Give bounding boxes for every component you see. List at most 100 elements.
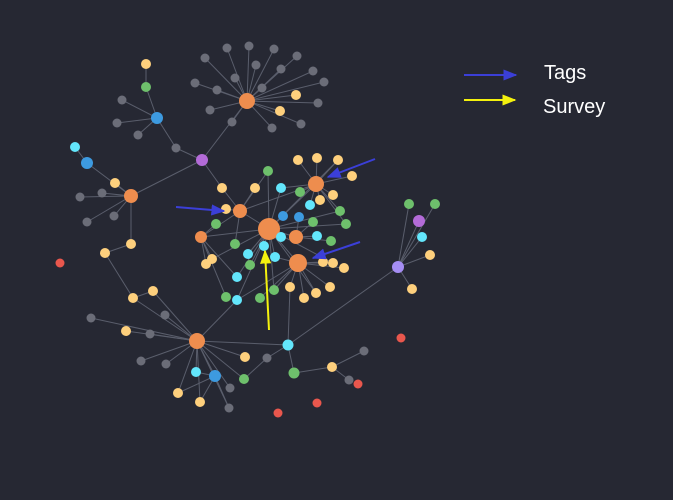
grey-node[interactable] xyxy=(257,83,267,93)
tag-node[interactable] xyxy=(126,239,136,249)
hub-node[interactable] xyxy=(189,333,205,349)
grey-node[interactable] xyxy=(161,359,171,369)
tag-node[interactable] xyxy=(285,282,295,292)
purple-node[interactable] xyxy=(196,154,208,166)
tag-node[interactable] xyxy=(299,293,309,303)
grey-node[interactable] xyxy=(109,211,119,221)
grey-node[interactable] xyxy=(344,375,354,385)
hub-node[interactable] xyxy=(239,93,255,109)
tag-node[interactable] xyxy=(315,195,325,205)
cyan-node[interactable] xyxy=(259,241,269,251)
cyan-node[interactable] xyxy=(417,232,427,242)
tag-node[interactable] xyxy=(195,397,205,407)
green-node[interactable] xyxy=(221,292,231,302)
tag-node[interactable] xyxy=(347,171,357,181)
green-node[interactable] xyxy=(404,199,414,209)
grey-node[interactable] xyxy=(267,123,277,133)
tag-node[interactable] xyxy=(141,59,151,69)
hub-node[interactable] xyxy=(289,254,307,272)
tag-node[interactable] xyxy=(333,155,343,165)
tag-node[interactable] xyxy=(240,352,250,362)
tag-node[interactable] xyxy=(318,257,328,267)
blue-node[interactable] xyxy=(151,112,163,124)
green-node[interactable] xyxy=(263,166,273,176)
grey-node[interactable] xyxy=(145,329,155,339)
grey-node[interactable] xyxy=(86,313,96,323)
blue-node[interactable] xyxy=(81,157,93,169)
red-node[interactable] xyxy=(396,333,406,343)
green-node[interactable] xyxy=(211,219,221,229)
green-node[interactable] xyxy=(341,219,351,229)
tag-node[interactable] xyxy=(325,282,335,292)
green-node[interactable] xyxy=(308,217,318,227)
grey-node[interactable] xyxy=(359,346,369,356)
hub-node[interactable] xyxy=(233,204,247,218)
tag-node[interactable] xyxy=(148,286,158,296)
grey-node[interactable] xyxy=(171,143,181,153)
grey-node[interactable] xyxy=(244,41,254,51)
grey-node[interactable] xyxy=(190,78,200,88)
grey-node[interactable] xyxy=(313,98,323,108)
grey-node[interactable] xyxy=(133,130,143,140)
tag-node[interactable] xyxy=(221,204,231,214)
cyan-node[interactable] xyxy=(232,272,242,282)
tag-node[interactable] xyxy=(250,183,260,193)
blue-node[interactable] xyxy=(294,212,304,222)
grey-node[interactable] xyxy=(112,118,122,128)
tag-node[interactable] xyxy=(121,326,131,336)
green-node[interactable] xyxy=(295,187,305,197)
grey-node[interactable] xyxy=(251,60,261,70)
green-node[interactable] xyxy=(288,367,300,379)
cyan-node[interactable] xyxy=(282,339,294,351)
grey-node[interactable] xyxy=(292,51,302,61)
grey-node[interactable] xyxy=(117,95,127,105)
green-node[interactable] xyxy=(245,260,255,270)
tag-node[interactable] xyxy=(110,178,120,188)
green-node[interactable] xyxy=(430,199,440,209)
grey-node[interactable] xyxy=(97,188,107,198)
tag-node[interactable] xyxy=(425,250,435,260)
tag-node[interactable] xyxy=(275,106,285,116)
grey-node[interactable] xyxy=(200,53,210,63)
green-node[interactable] xyxy=(141,82,151,92)
red-node[interactable] xyxy=(273,408,283,418)
tag-node[interactable] xyxy=(201,259,211,269)
blue-node[interactable] xyxy=(209,370,221,382)
cyan-node[interactable] xyxy=(243,249,253,259)
cyan-node[interactable] xyxy=(232,295,242,305)
grey-node[interactable] xyxy=(75,192,85,202)
grey-node[interactable] xyxy=(160,310,170,320)
grey-node[interactable] xyxy=(224,403,234,413)
tag-node[interactable] xyxy=(128,293,138,303)
tag-node[interactable] xyxy=(327,362,337,372)
green-node[interactable] xyxy=(269,285,279,295)
hub-node[interactable] xyxy=(124,189,138,203)
grey-node[interactable] xyxy=(225,383,235,393)
grey-node[interactable] xyxy=(222,43,232,53)
grey-node[interactable] xyxy=(269,44,279,54)
cyan-node[interactable] xyxy=(305,200,315,210)
grey-node[interactable] xyxy=(212,85,222,95)
tag-node[interactable] xyxy=(339,263,349,273)
grey-node[interactable] xyxy=(230,73,240,83)
tag-node[interactable] xyxy=(100,248,110,258)
grey-node[interactable] xyxy=(227,117,237,127)
grey-node[interactable] xyxy=(319,77,329,87)
tag-node[interactable] xyxy=(217,183,227,193)
grey-node[interactable] xyxy=(205,105,215,115)
red-node[interactable] xyxy=(312,398,322,408)
grey-node[interactable] xyxy=(296,119,306,129)
green-node[interactable] xyxy=(230,239,240,249)
grey-node[interactable] xyxy=(276,64,286,74)
grey-node[interactable] xyxy=(262,353,272,363)
grey-node[interactable] xyxy=(308,66,318,76)
hub-node[interactable] xyxy=(258,218,280,240)
cyan-node[interactable] xyxy=(276,232,286,242)
tag-node[interactable] xyxy=(312,153,322,163)
grey-node[interactable] xyxy=(136,356,146,366)
tag-node[interactable] xyxy=(407,284,417,294)
tag-node[interactable] xyxy=(328,258,338,268)
grey-node[interactable] xyxy=(82,217,92,227)
cyan-node[interactable] xyxy=(312,231,322,241)
